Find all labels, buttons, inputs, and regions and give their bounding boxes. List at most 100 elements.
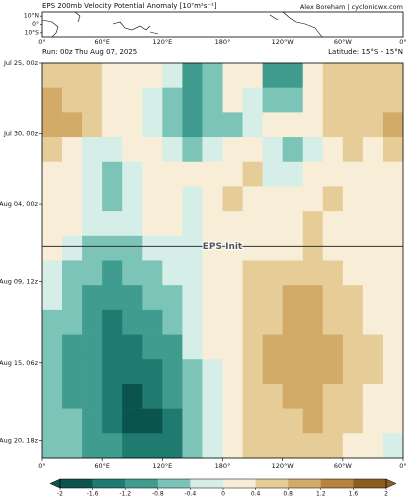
x-tick-label: 60°E [94,38,110,46]
field-cell [142,359,163,385]
field-cell [42,235,63,261]
field-cell [302,211,324,237]
field-cell [262,383,283,409]
field-cell [142,211,163,237]
field-cell [62,309,83,335]
field-cell [42,137,63,163]
field-cell [102,112,123,138]
x-tick-label: 120°E [152,462,172,470]
field-cell [182,161,203,187]
field-cell [222,383,243,409]
field-cell [42,112,63,138]
field-cell [242,235,263,261]
field-cell [102,359,123,385]
field-cell [162,186,183,212]
field-cell [322,359,344,385]
field-cell [302,186,324,212]
field-cell [222,408,243,434]
field-cell [42,285,63,311]
field-cell [42,63,63,88]
field-cell [142,112,163,138]
field-cell [162,309,183,335]
colorbar-swatch [92,479,126,488]
field-cell [82,260,103,286]
y-tick-label: Aug 15, 06z [0,359,39,367]
colorbar-tick-label: 0.4 [251,491,261,498]
field-cell [102,235,123,261]
field-cell [382,309,404,335]
field-cell [302,87,324,113]
field-cell [122,63,143,88]
colorbar-arrow [49,478,61,489]
field-cell [342,433,364,459]
field-cell [382,186,404,212]
coastline [41,11,323,38]
field-cell [62,137,83,163]
field-cell [122,137,143,163]
map-frame [41,11,404,38]
field-cell [162,433,183,459]
field-cell [382,112,404,138]
x-tick-label: 60°W [334,462,353,470]
field-cell [222,211,243,237]
field-cell [382,211,404,237]
field-cell [182,334,203,360]
field-cell [202,112,223,138]
field-cell [62,63,83,88]
field-cell [62,359,83,385]
field-cell [202,285,223,311]
field-cell [242,112,263,138]
field-cell [382,334,404,360]
region-info: Latitude: 15°S - 15°N [328,48,403,56]
field-cell [262,112,283,138]
field-cell [142,309,163,335]
field-cell [262,235,283,261]
field-cell [282,137,304,163]
field-cell [342,359,364,385]
field-cell [302,235,324,261]
y-tick-label: Aug 04, 00z [0,200,39,208]
field-cell [282,383,304,409]
field-cell [82,235,103,261]
y-tick-label: Aug 09, 12z [0,278,39,286]
field-cell [302,112,324,138]
field-cell [342,137,364,163]
field-cell [102,309,123,335]
field-cell [222,285,243,311]
field-cell [102,63,123,88]
field-cell [82,161,103,187]
field-cell [222,433,243,459]
colorbar: -2 -1.6 -1.2 -0.8 -0.4 0 0.4 0.8 1.2 1.6 2 [49,478,397,498]
field-cell [102,285,123,311]
field-cell [362,161,384,187]
field-cell [342,260,364,286]
field-cell [342,383,364,409]
field-cell [202,211,223,237]
field-cell [142,260,163,286]
field-cell [182,408,203,434]
field-cell [222,359,243,385]
field-cell [282,309,304,335]
colorbar-swatch [288,479,321,488]
field-cell [222,260,243,286]
map-tick-label: 10°S [25,29,40,36]
field-cell [322,433,344,459]
field-cell [302,383,324,409]
field-cell [122,309,143,335]
field-cell [42,309,63,335]
field-cell [322,383,344,409]
field-cell [42,334,63,360]
field-cell [382,235,404,261]
field-cell [282,112,304,138]
field-cell [182,433,203,459]
x-tick-label: 60°E [94,462,110,470]
field-cell [162,383,183,409]
plot-area: EPS Init [41,62,404,459]
field-cell [382,260,404,286]
field-cell [142,285,163,311]
field-cell [102,408,123,434]
field-cell [342,186,364,212]
field-cell [162,260,183,286]
x-tick-label: 0° [38,462,45,470]
field-cell [382,433,404,459]
